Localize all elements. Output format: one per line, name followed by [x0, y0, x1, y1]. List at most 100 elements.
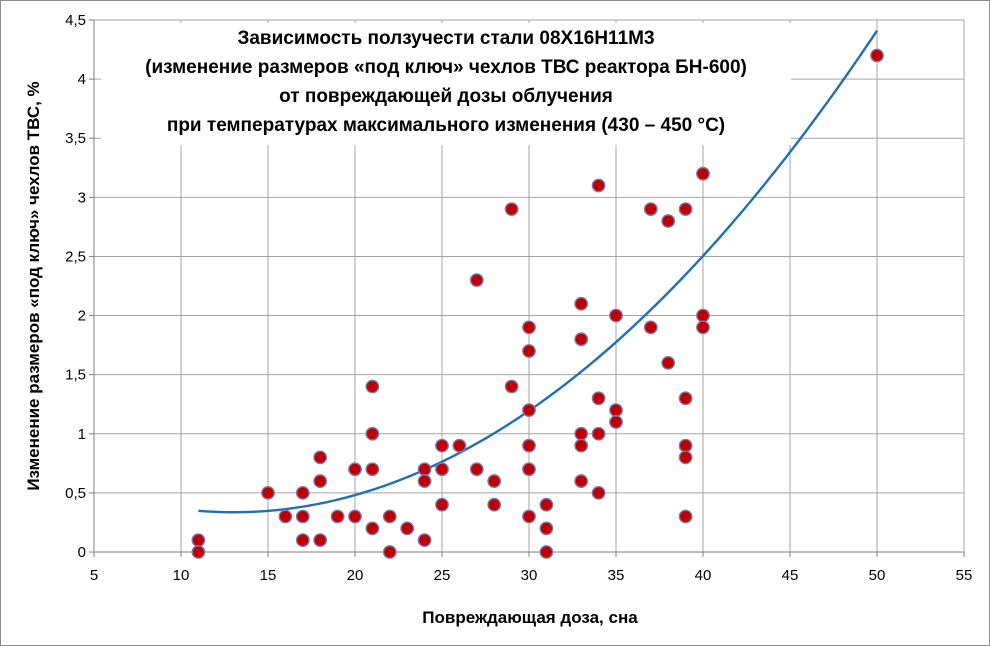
data-point: [504, 202, 519, 217]
data-point: [191, 533, 206, 548]
x-tick-label: 40: [695, 567, 712, 584]
data-point: [574, 438, 589, 453]
chart-title: Зависимость ползучести стали 08Х16Н11М3 …: [145, 28, 747, 136]
x-tick-label: 55: [956, 567, 973, 584]
chart-title-line-3: от повреждающей дозы облучения: [279, 86, 613, 107]
data-point: [522, 462, 536, 477]
data-point: [313, 533, 328, 548]
data-point: [696, 166, 710, 181]
data-point: [661, 355, 676, 370]
data-point: [574, 474, 589, 488]
data-point: [278, 509, 293, 524]
data-point: [435, 462, 449, 477]
x-tick-label: 10: [173, 567, 190, 584]
data-point: [295, 509, 310, 524]
y-tick-label: 0: [78, 544, 86, 561]
data-point: [348, 509, 362, 524]
data-point: [313, 474, 328, 488]
data-point: [522, 403, 536, 418]
x-tick-label: 20: [347, 567, 364, 584]
data-point: [574, 426, 589, 441]
data-point: [609, 415, 623, 429]
data-point: [487, 497, 502, 512]
data-point: [522, 438, 536, 453]
data-point: [539, 521, 554, 536]
data-point: [295, 533, 310, 548]
y-tick-label: 0,5: [65, 485, 86, 502]
data-point: [504, 379, 519, 394]
y-tick-label: 2: [78, 308, 86, 325]
data-point: [295, 485, 310, 500]
data-point: [591, 426, 606, 441]
chart-title-line-4: при температурах максимального изменения…: [167, 115, 725, 136]
data-point: [696, 320, 710, 335]
data-point: [469, 273, 484, 287]
data-point: [330, 509, 345, 524]
tick-labels: 5 10 15 20 25 30 35 40 45 50 55 0 0,5 1 1,5 2 2,5 3 3,5 4 4,…: [65, 12, 972, 584]
data-point: [382, 545, 397, 559]
data-point: [643, 202, 658, 217]
x-tick-label: 30: [521, 567, 538, 584]
data-points: [191, 48, 884, 559]
data-point: [417, 462, 432, 477]
y-tick-label: 4,5: [65, 12, 86, 29]
data-point: [365, 379, 380, 394]
data-point: [661, 214, 676, 228]
data-point: [452, 438, 467, 453]
data-point: [870, 48, 884, 63]
data-point: [417, 474, 432, 488]
x-tick-label: 15: [260, 567, 277, 584]
data-point: [365, 426, 380, 441]
axis-layer: [89, 19, 965, 557]
y-tick-label: 2,5: [65, 248, 86, 265]
data-point: [469, 462, 484, 477]
data-point: [574, 296, 589, 311]
data-point: [678, 509, 693, 524]
data-point: [678, 438, 693, 453]
chart-title-line-2: (изменение размеров «под ключ» чехлов ТВ…: [145, 57, 747, 78]
data-point: [417, 533, 432, 548]
data-point: [609, 403, 623, 418]
data-point: [678, 450, 693, 465]
data-point: [643, 320, 658, 335]
data-point: [191, 545, 206, 559]
y-tick-label: 3: [78, 189, 86, 206]
data-point: [522, 509, 536, 524]
data-point: [382, 509, 397, 524]
data-point: [539, 497, 554, 512]
data-point: [522, 320, 536, 335]
chart-title-line-1: Зависимость ползучести стали 08Х16Н11М3: [237, 28, 654, 49]
data-point: [365, 462, 380, 477]
data-point: [365, 521, 380, 536]
x-tick-label: 45: [782, 567, 799, 584]
data-point: [435, 438, 449, 453]
y-tick-label: 1,5: [65, 367, 86, 384]
y-tick-label: 4: [78, 71, 86, 88]
data-point: [591, 178, 606, 193]
data-point: [678, 202, 693, 217]
data-point: [574, 332, 589, 347]
x-axis-title: Повреждающая доза, сна: [422, 608, 638, 627]
y-tick-label: 1: [78, 426, 86, 443]
data-point: [591, 391, 606, 406]
data-point: [313, 450, 328, 465]
y-axis-title: Изменение размеров «под ключ» чехлов ТВС…: [24, 81, 43, 490]
data-point: [435, 497, 449, 512]
data-point: [609, 308, 623, 323]
title-background: [101, 23, 791, 145]
data-point: [591, 485, 606, 500]
x-tick-label: 25: [434, 567, 451, 584]
x-tick-label: 5: [90, 567, 98, 584]
data-point: [400, 521, 415, 536]
x-tick-label: 35: [608, 567, 625, 584]
data-point: [696, 308, 710, 323]
y-tick-label: 3,5: [65, 130, 86, 147]
data-point: [539, 545, 554, 559]
data-point: [348, 462, 362, 477]
data-point: [678, 391, 693, 406]
data-point: [522, 344, 536, 358]
data-point: [487, 474, 502, 488]
x-tick-label: 50: [869, 567, 886, 584]
